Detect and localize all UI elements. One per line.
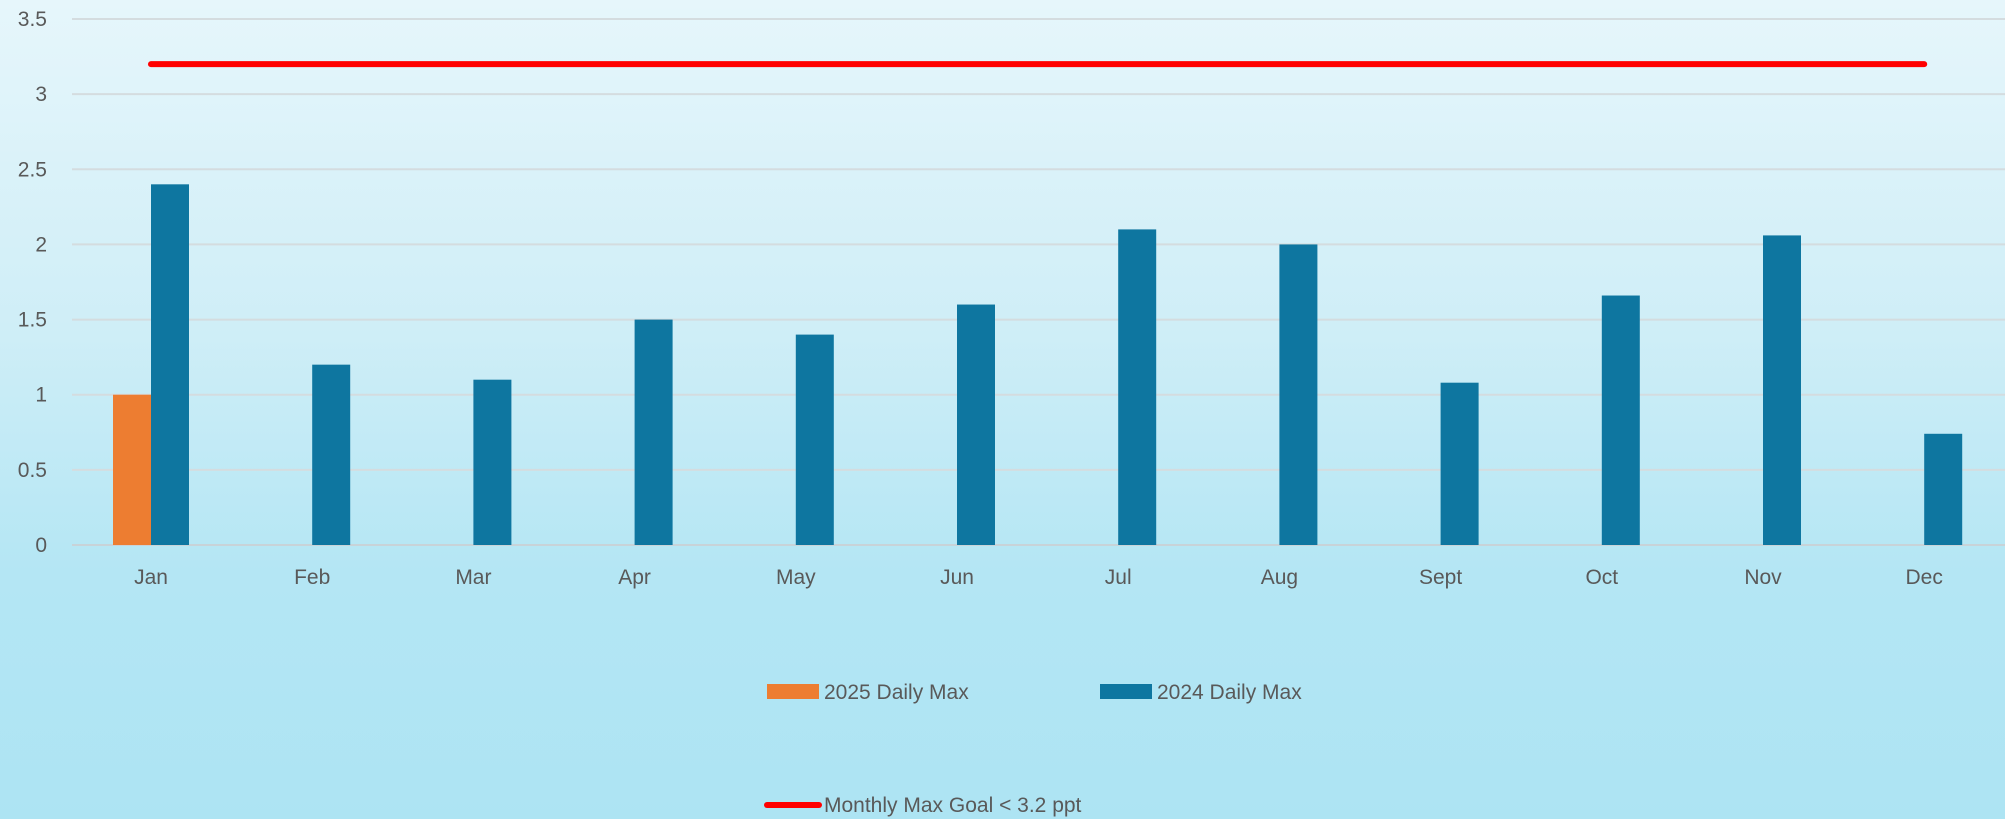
y-axis-tick-labels: 0 0.5 1 1.5 2 2.5 3 3.5 — [18, 8, 47, 557]
x-axis-tick-labels: Jan Feb Mar Apr May Jun Jul Aug Sept Oct Nov Dec — [134, 566, 1943, 589]
bar-2024-aug — [1279, 244, 1318, 545]
x-tick-label: Nov — [1744, 566, 1782, 589]
bars — [113, 184, 1963, 546]
y-tick-label: 0 — [35, 534, 47, 557]
y-tick-label: 1.5 — [18, 309, 47, 332]
x-tick-label: Oct — [1585, 566, 1618, 589]
y-tick-label: 2.5 — [18, 158, 47, 181]
x-tick-label: May — [776, 566, 816, 589]
x-tick-label: Jul — [1105, 566, 1132, 589]
legend-label-goal: Monthly Max Goal < 3.2 ppt — [824, 794, 1082, 817]
legend: 2025 Daily Max 2024 Daily Max Monthly Ma… — [764, 681, 1302, 817]
y-tick-label: 0.5 — [18, 459, 47, 482]
y-tick-label: 3 — [35, 83, 47, 106]
bar-2024-sept — [1440, 382, 1479, 545]
x-tick-label: Mar — [455, 566, 491, 589]
bar-2024-dec — [1924, 433, 1963, 545]
bar-2025-jan — [113, 394, 151, 545]
bar-2024-jan — [151, 184, 189, 546]
bar-2024-oct — [1601, 295, 1640, 545]
x-tick-label: Jan — [134, 566, 168, 589]
legend-label-2024: 2024 Daily Max — [1157, 681, 1302, 704]
gridlines — [72, 18, 2005, 546]
y-tick-label: 2 — [35, 233, 47, 256]
y-tick-label: 3.5 — [18, 8, 47, 31]
x-tick-label: Jun — [940, 566, 974, 589]
bar-2024-mar — [473, 379, 512, 545]
x-tick-label: Aug — [1261, 566, 1298, 589]
y-tick-label: 1 — [35, 384, 47, 407]
x-tick-label: Dec — [1906, 566, 1943, 589]
x-tick-label: Apr — [618, 566, 651, 589]
bar-2024-apr — [634, 319, 673, 545]
bar-2024-nov — [1763, 235, 1801, 545]
bar-2024-feb — [312, 364, 351, 545]
bar-2024-may — [795, 334, 834, 545]
bar-2024-jul — [1118, 229, 1157, 545]
x-tick-label: Sept — [1419, 566, 1462, 589]
legend-swatch-2024 — [1100, 684, 1152, 699]
legend-label-2025: 2025 Daily Max — [824, 681, 969, 704]
x-tick-label: Feb — [294, 566, 330, 589]
legend-swatch-2025 — [767, 684, 819, 699]
bar-2024-jun — [957, 304, 995, 545]
